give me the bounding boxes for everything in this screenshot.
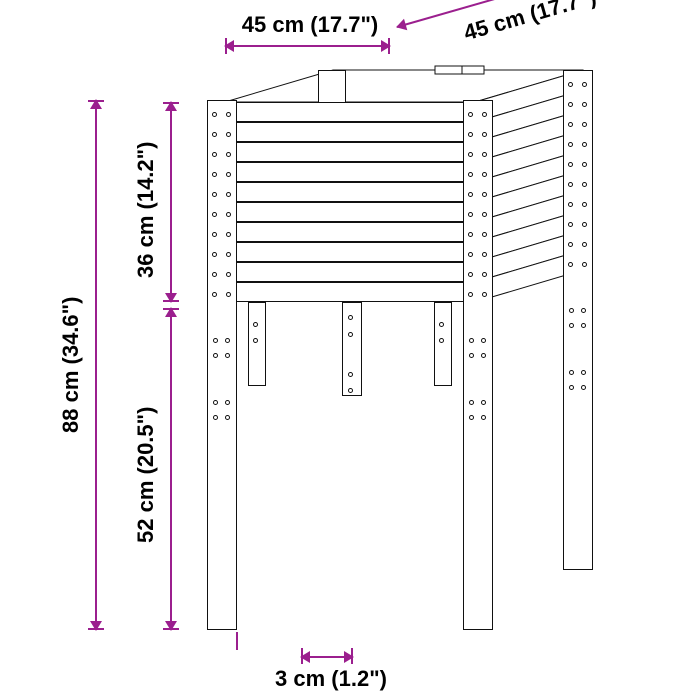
dim-leg-thickness: 3 cm (1.2") <box>275 666 475 692</box>
dim-line-box-height <box>170 102 172 302</box>
dim-total-height: 88 cm (34.6") <box>58 250 84 480</box>
dim-line-total-height <box>95 100 97 630</box>
dim-depth: 45 cm (17.7") <box>416 0 644 59</box>
dim-line-width <box>225 45 390 47</box>
back-leg-left-lower <box>248 302 266 386</box>
dim-box-height: 36 cm (14.2") <box>133 120 159 300</box>
post-front-right <box>463 100 493 630</box>
dim-leg-height: 52 cm (20.5") <box>133 380 159 570</box>
dim-width: 45 cm (17.7") <box>210 12 410 38</box>
diagram-stage: 45 cm (17.7") 45 cm (17.7") 88 cm (34.6"… <box>0 0 700 700</box>
back-leg-right-lower <box>434 302 452 386</box>
dim-line-leg-height <box>170 308 172 630</box>
dim-line-leg-thickness <box>301 656 353 658</box>
post-front-left <box>207 100 237 630</box>
